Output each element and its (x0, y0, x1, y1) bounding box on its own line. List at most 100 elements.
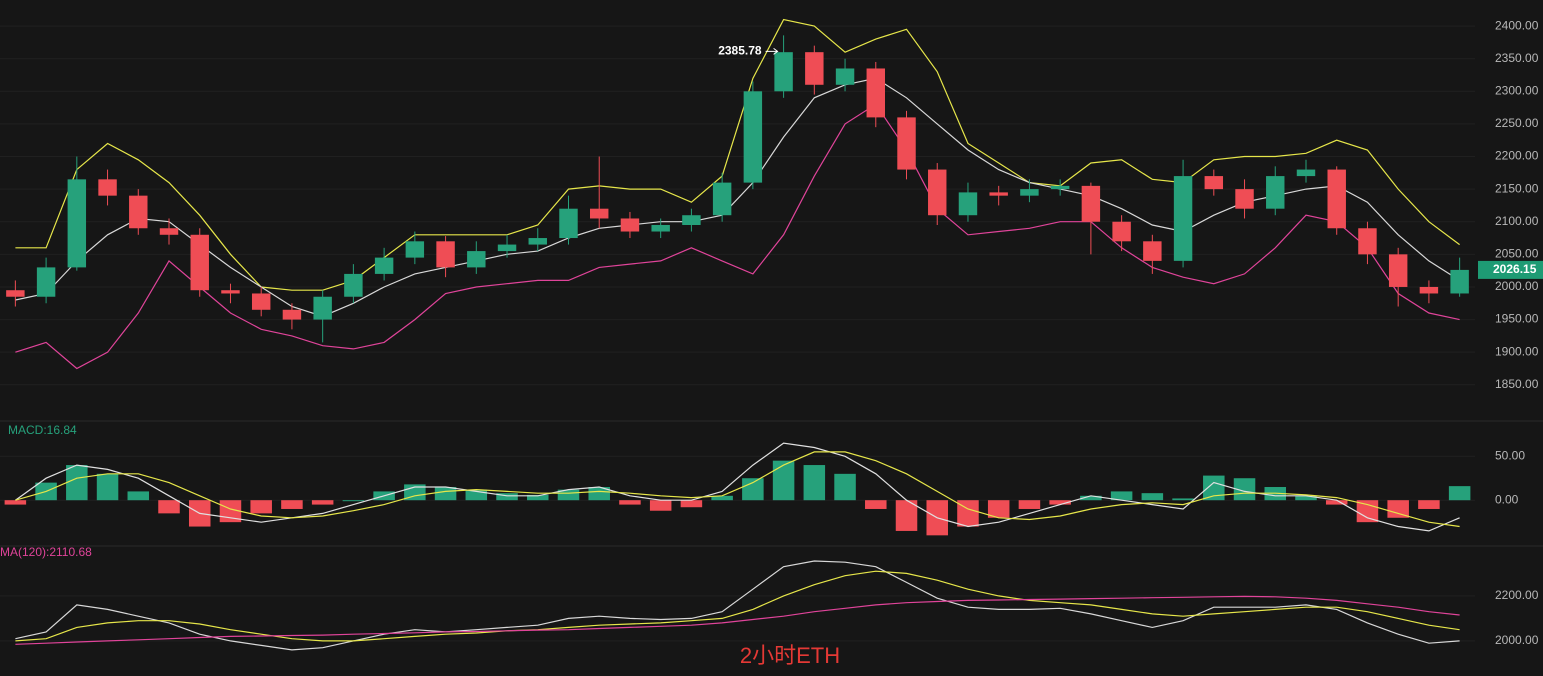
y-tick-label: 1950.00 (1495, 312, 1539, 326)
candle-body (374, 257, 394, 274)
y-tick-label: 0.00 (1495, 492, 1519, 506)
candle-body (282, 309, 302, 320)
candle-body (651, 225, 670, 232)
price-tag (1478, 260, 1543, 279)
y-tick-label: 50.00 (1495, 448, 1525, 462)
candle-body (467, 251, 486, 268)
histogram-bar (496, 493, 518, 501)
y-tick-label: 2150.00 (1495, 181, 1539, 195)
candle-body (835, 68, 855, 85)
annotation-arrow (765, 47, 779, 55)
histogram-bar (527, 494, 549, 501)
candle-body (251, 293, 271, 310)
y-tick-label: 2200.00 (1495, 588, 1539, 602)
candle-body (989, 192, 1008, 196)
histogram-bar (66, 465, 88, 501)
candle-body (36, 267, 56, 297)
histogram-bar (434, 487, 457, 501)
candle-body (928, 169, 947, 216)
candle-body (1419, 286, 1439, 294)
candle-body (1143, 241, 1162, 261)
candle-body (190, 234, 209, 291)
histogram-bar (865, 500, 887, 509)
y-tick-label: 2300.00 (1495, 83, 1539, 97)
y-tick-label: 1850.00 (1495, 377, 1539, 391)
candle-body (1388, 254, 1408, 287)
y-tick-label: 2000.00 (1495, 633, 1539, 647)
candle-body (1235, 189, 1254, 209)
histogram-bar (1049, 500, 1071, 505)
histogram-bar (1295, 495, 1317, 501)
histogram-bar (557, 489, 580, 501)
macd-label: MACD:16.84 (8, 423, 77, 437)
histogram-bar (588, 487, 610, 501)
candle-body (1112, 221, 1131, 242)
histogram-bar (96, 473, 119, 501)
indicator-line (15, 18, 1460, 291)
candle-body (774, 52, 793, 92)
candle-body (1204, 176, 1224, 190)
candle-body (866, 68, 885, 118)
histogram-bar (772, 460, 795, 501)
candle-body (805, 52, 824, 85)
histogram-bar (1110, 491, 1133, 501)
histogram-bar (1172, 498, 1194, 501)
histogram-bar (342, 500, 365, 502)
y-tick-label: 2050.00 (1495, 247, 1539, 261)
histogram-bar (158, 500, 180, 514)
candle-body (1081, 185, 1101, 222)
candle-body (958, 192, 978, 216)
candle-body (1450, 269, 1469, 294)
histogram-bar (4, 500, 27, 505)
high-annotation: 2385.78 (718, 44, 762, 58)
candle-body (98, 179, 117, 196)
indicator-line (15, 77, 1460, 317)
histogram-bar (1080, 495, 1102, 501)
histogram-bar (895, 500, 918, 531)
candle-body (712, 182, 732, 216)
histogram-bar (957, 500, 979, 527)
candle-body (1173, 176, 1193, 261)
histogram-bar (1233, 478, 1256, 501)
histogram-bar (1018, 500, 1041, 509)
histogram-bar (680, 500, 703, 508)
histogram-bar (311, 500, 334, 505)
histogram-bar (1141, 493, 1164, 501)
indicator-line (15, 570, 1460, 642)
candle-body (559, 208, 578, 239)
histogram-bar (1387, 500, 1409, 518)
candle-body (1020, 189, 1039, 196)
candle-body (528, 238, 547, 245)
y-tick-label: 2200.00 (1495, 149, 1539, 163)
ma-label: MA(120):2110.68 (0, 545, 92, 559)
candle-body (1266, 176, 1285, 209)
candle-body (1327, 169, 1346, 229)
candle-body (405, 241, 425, 258)
histogram-bar (649, 500, 672, 511)
histogram-bar (281, 500, 303, 509)
histogram-bar (834, 473, 856, 501)
histogram-bar (1448, 486, 1471, 501)
candle-body (436, 241, 455, 268)
indicator-line (15, 442, 1460, 532)
candle-body (313, 296, 332, 320)
indicator-line (15, 103, 1460, 370)
indicator-line (15, 560, 1460, 651)
candle-body (590, 208, 609, 219)
candle-body (897, 117, 916, 170)
y-tick-label: 2250.00 (1495, 116, 1539, 130)
y-tick-label: 2100.00 (1495, 214, 1539, 228)
histogram-bar (1325, 500, 1348, 505)
histogram-bar (987, 500, 1010, 518)
histogram-bar (127, 491, 150, 501)
histogram-bar (803, 465, 826, 501)
histogram-bar (1418, 500, 1440, 509)
candle-body (743, 91, 763, 183)
candle-body (497, 244, 517, 252)
caption: 2小时ETH (740, 643, 840, 668)
candle-body (159, 228, 179, 235)
histogram-bar (711, 495, 733, 501)
